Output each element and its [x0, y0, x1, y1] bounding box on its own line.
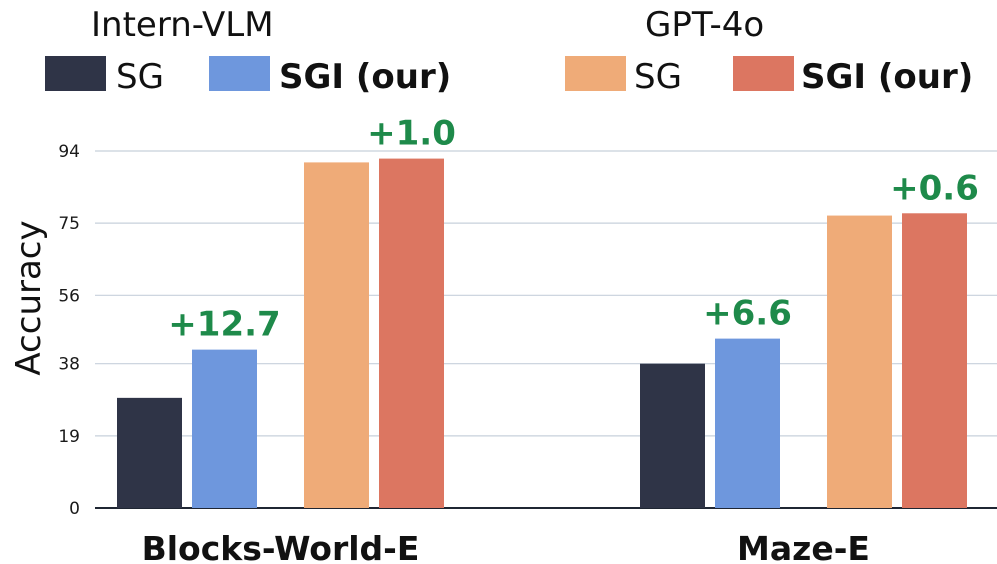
- legend-label: SGI (our): [801, 57, 973, 97]
- y-tick-label: 75: [58, 214, 80, 234]
- improvement-annotation: +12.7: [168, 305, 280, 345]
- legend-swatch: [45, 56, 106, 91]
- bar-blocks-world-e-series-1: [192, 349, 257, 508]
- bar-maze-e-series-0: [640, 363, 705, 508]
- bar-maze-e-series-2: [827, 215, 892, 508]
- improvement-annotation: +6.6: [703, 294, 792, 334]
- bar-blocks-world-e-series-3: [379, 158, 444, 508]
- bar-blocks-world-e-series-2: [304, 162, 369, 508]
- y-tick-label: 0: [69, 499, 80, 519]
- y-tick-label: 38: [58, 355, 80, 375]
- legend-label: SG: [634, 57, 682, 97]
- legend-label: SG: [116, 57, 164, 97]
- bar-maze-e-series-1: [715, 338, 780, 508]
- y-tick-label: 19: [58, 427, 80, 447]
- legend-group-title: Intern-VLM: [91, 5, 274, 45]
- y-tick-label: 56: [58, 286, 80, 306]
- improvement-annotation: +1.0: [367, 114, 456, 154]
- legend-label: SGI (our): [279, 57, 451, 97]
- bar-maze-e-series-3: [902, 213, 967, 509]
- improvement-annotation: +0.6: [890, 168, 979, 208]
- y-tick-label: 94: [58, 142, 80, 162]
- y-axis-label: Accuracy: [9, 220, 49, 375]
- legend-swatch: [565, 56, 626, 91]
- legend-group-title: GPT-4o: [645, 5, 764, 45]
- bar-blocks-world-e-series-0: [117, 397, 182, 508]
- legend-swatch: [733, 56, 794, 91]
- x-tick-label: Blocks-World-E: [142, 529, 420, 564]
- legend-swatch: [209, 56, 270, 91]
- x-tick-label: Maze-E: [737, 529, 870, 564]
